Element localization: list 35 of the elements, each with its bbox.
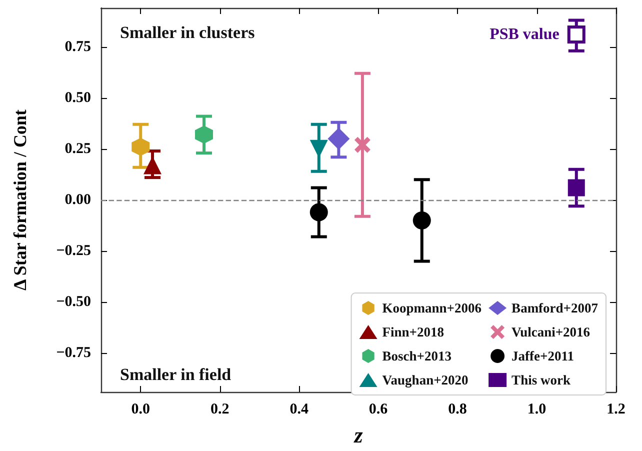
y-tick-label: 0.50 xyxy=(64,90,91,106)
x-axis-title: z xyxy=(353,422,364,448)
point xyxy=(354,136,370,153)
point xyxy=(412,211,431,230)
legend-label: Koopmann+2006 xyxy=(382,300,482,316)
legend-label: Vaughan+2020 xyxy=(382,372,469,388)
y-tick-label: 0.25 xyxy=(64,140,91,157)
x-tick-label: 1.0 xyxy=(527,402,546,418)
point xyxy=(310,203,328,222)
legend-label: Bosch+2013 xyxy=(382,348,452,364)
x-tick-label: 0.8 xyxy=(448,402,467,418)
y-tick-label: −0.50 xyxy=(56,294,91,310)
annotation: Smaller in clusters xyxy=(120,23,256,42)
point xyxy=(568,179,585,196)
series-label: PSB value xyxy=(490,26,560,44)
legend-label: Vulcani+2016 xyxy=(512,324,590,340)
x-tick-label: 0.6 xyxy=(368,402,388,418)
point xyxy=(132,138,150,156)
legend-label: This work xyxy=(512,372,571,388)
x-tick-label: 1.2 xyxy=(606,402,626,418)
x-tick-label: 0.2 xyxy=(210,402,230,418)
y-tick-label: −0.25 xyxy=(56,243,91,260)
point xyxy=(195,126,213,144)
legend-label: Jaffe+2011 xyxy=(512,348,574,364)
y-tick-label: 0.00 xyxy=(64,192,91,208)
y-tick-label: 0.75 xyxy=(64,38,91,55)
legend-label: Bamford+2007 xyxy=(512,300,598,316)
point xyxy=(567,26,586,44)
y-tick-label: −0.75 xyxy=(56,345,91,362)
annotation: Smaller in field xyxy=(120,365,232,384)
y-axis-title: Δ Star formation / Cont xyxy=(10,110,30,290)
x-tick-label: 0.4 xyxy=(290,402,309,418)
point xyxy=(328,128,350,150)
legend-label: Finn+2018 xyxy=(382,324,444,340)
x-tick-label: 0.0 xyxy=(131,402,150,418)
